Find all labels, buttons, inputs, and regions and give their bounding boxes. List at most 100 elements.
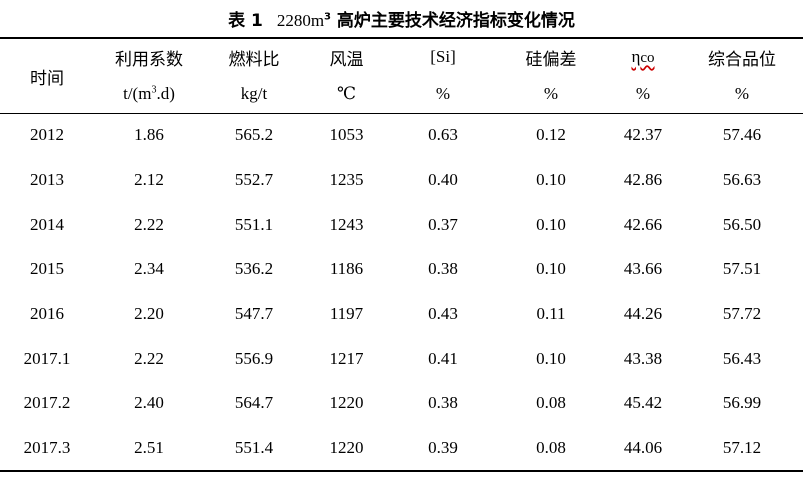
cell-time: 2016 <box>30 304 64 324</box>
unit-grade: % <box>734 84 750 103</box>
cell-silicon: 0.40 <box>428 170 458 190</box>
header-eta-co: ηco <box>605 39 681 75</box>
header-utilization: 利用系数 <box>115 49 183 70</box>
table-row: 2012 1.86 565.2 1053 0.63 0.12 42.37 57.46 <box>0 113 803 158</box>
cell-utilization: 2.34 <box>134 259 164 279</box>
cell-eta-co: 44.26 <box>623 304 663 324</box>
cell-silicon-deviation: 0.11 <box>536 304 566 324</box>
eta-symbol: η <box>631 47 641 66</box>
caption-title-prefix: 2280m <box>276 11 325 30</box>
table-row: 2017.1 2.22 556.9 1217 0.41 0.10 43.38 56.43 <box>0 336 803 381</box>
cell-time: 2015 <box>30 259 64 279</box>
unit-eta-co: % <box>635 84 651 103</box>
cell-utilization: 2.22 <box>134 348 164 368</box>
eta-subscript: co <box>640 50 655 66</box>
header-rule <box>0 113 803 114</box>
cell-eta-co: 42.86 <box>623 170 663 190</box>
cell-grade: 56.50 <box>722 214 762 234</box>
table-body: 2012 1.86 565.2 1053 0.63 0.12 42.37 57.46 2013 2… <box>0 113 803 471</box>
cell-utilization: 2.20 <box>134 304 164 324</box>
table-caption: 表 1 2280m3 高炉主要技术经济指标变化情况 <box>0 6 803 31</box>
header-row-units: t/(m3.d) kg/t ℃ % % % % <box>0 75 803 113</box>
cell-blast-temp: 1235 <box>329 170 364 190</box>
cell-silicon: 0.39 <box>428 438 458 458</box>
unit-utilization-prefix: t/(m <box>123 84 152 103</box>
cell-silicon-deviation: 0.10 <box>536 259 566 279</box>
cell-eta-co: 42.37 <box>623 125 663 145</box>
cell-fuel-ratio: 556.9 <box>234 348 274 368</box>
unit-silicon: % <box>435 84 451 103</box>
bottom-rule <box>0 470 803 472</box>
table-row: 2013 2.12 552.7 1235 0.40 0.10 42.86 56.63 <box>0 158 803 203</box>
header-row-names: 时间 利用系数 燃料比 风温 [Si] 硅偏差 ηco 综合品位 <box>0 39 803 89</box>
header-time: 时间 <box>30 68 64 89</box>
cell-time: 2014 <box>30 214 64 234</box>
cell-blast-temp: 1220 <box>329 393 364 413</box>
cell-time: 2017.3 <box>23 438 71 458</box>
unit-fuel-ratio: kg/t <box>240 84 268 103</box>
cell-time: 2017.1 <box>23 348 71 368</box>
cell-grade: 57.12 <box>722 438 762 458</box>
cell-silicon-deviation: 0.10 <box>536 214 566 234</box>
table-row: 2015 2.34 536.2 1186 0.38 0.10 43.66 57.51 <box>0 247 803 292</box>
caption-title-suffix: 高炉主要技术经济指标变化情况 <box>331 11 575 31</box>
cell-silicon-deviation: 0.10 <box>536 348 566 368</box>
cell-eta-co: 43.38 <box>623 348 663 368</box>
cell-blast-temp: 1053 <box>329 125 364 145</box>
cell-blast-temp: 1197 <box>329 304 364 324</box>
unit-utilization: t/(m3.d) <box>94 75 204 113</box>
cell-grade: 57.46 <box>722 125 762 145</box>
table-row: 2016 2.20 547.7 1197 0.43 0.11 44.26 57.72 <box>0 292 803 337</box>
cell-fuel-ratio: 552.7 <box>234 170 274 190</box>
cell-grade: 56.63 <box>722 170 762 190</box>
cell-silicon-deviation: 0.08 <box>536 438 566 458</box>
cell-silicon-deviation: 0.08 <box>536 393 566 413</box>
unit-blast-temp: ℃ <box>336 84 357 103</box>
cell-blast-temp: 1217 <box>329 348 364 368</box>
cell-utilization: 2.40 <box>134 393 164 413</box>
header-silicon: [Si] <box>430 47 456 66</box>
cell-fuel-ratio: 547.7 <box>234 304 274 324</box>
cell-utilization: 2.22 <box>134 214 164 234</box>
cell-silicon: 0.63 <box>428 125 458 145</box>
cell-time: 2013 <box>30 170 64 190</box>
cell-silicon: 0.38 <box>428 259 458 279</box>
cell-grade: 56.43 <box>722 348 762 368</box>
cell-silicon: 0.38 <box>428 393 458 413</box>
cell-fuel-ratio: 551.1 <box>234 214 274 234</box>
cell-silicon: 0.43 <box>428 304 458 324</box>
header-silicon-deviation: 硅偏差 <box>525 49 577 70</box>
unit-utilization-suffix: .d) <box>156 84 175 103</box>
table-number: 表 1 <box>228 11 263 31</box>
cell-time: 2017.2 <box>23 393 71 413</box>
cell-fuel-ratio: 551.4 <box>234 438 274 458</box>
top-rule <box>0 37 803 39</box>
cell-silicon-deviation: 0.10 <box>536 170 566 190</box>
unit-silicon-deviation: % <box>543 84 559 103</box>
table-row: 2017.2 2.40 564.7 1220 0.38 0.08 45.42 56.99 <box>0 381 803 426</box>
eta-co-label: ηco <box>631 47 654 66</box>
header-fuel-ratio: 燃料比 <box>228 49 280 70</box>
cell-silicon: 0.41 <box>428 348 458 368</box>
cell-fuel-ratio: 564.7 <box>234 393 274 413</box>
cell-time: 2012 <box>30 125 64 145</box>
cell-grade: 56.99 <box>722 393 762 413</box>
cell-blast-temp: 1220 <box>329 438 364 458</box>
cell-utilization: 2.12 <box>134 170 164 190</box>
indicator-table: 时间 利用系数 燃料比 风温 [Si] 硅偏差 ηco 综合品位 t/(m3.d… <box>0 39 803 471</box>
cell-fuel-ratio: 565.2 <box>234 125 274 145</box>
cell-utilization: 2.51 <box>134 438 164 458</box>
cell-eta-co: 45.42 <box>623 393 663 413</box>
header-blast-temp: 风温 <box>329 49 364 70</box>
cell-fuel-ratio: 536.2 <box>234 259 274 279</box>
cell-silicon: 0.37 <box>428 214 458 234</box>
table-row: 2017.3 2.51 551.4 1220 0.39 0.08 44.06 57.12 <box>0 426 803 471</box>
cell-grade: 57.72 <box>722 304 762 324</box>
table-row: 2014 2.22 551.1 1243 0.37 0.10 42.66 56.50 <box>0 202 803 247</box>
cell-blast-temp: 1243 <box>329 214 364 234</box>
header-grade: 综合品位 <box>708 49 776 70</box>
cell-blast-temp: 1186 <box>329 259 364 279</box>
cell-eta-co: 44.06 <box>623 438 663 458</box>
cell-eta-co: 42.66 <box>623 214 663 234</box>
cell-silicon-deviation: 0.12 <box>536 125 566 145</box>
